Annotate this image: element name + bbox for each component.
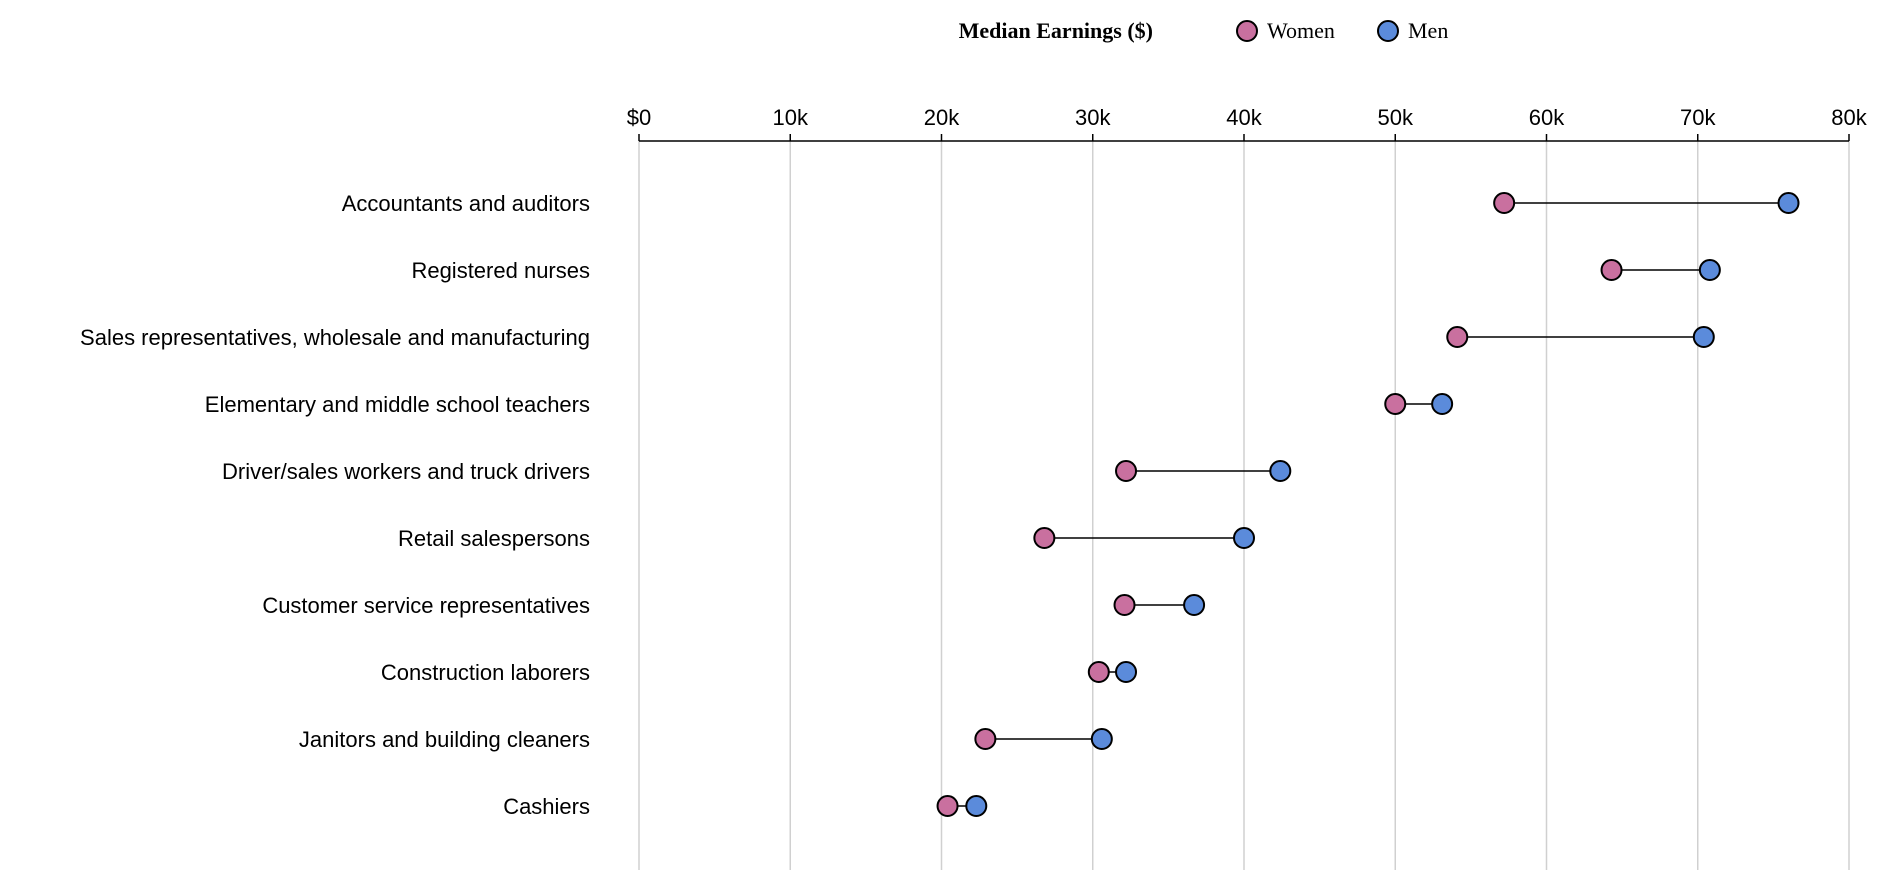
legend-label-men: Men (1408, 18, 1448, 43)
category-label: Driver/sales workers and truck drivers (222, 459, 590, 484)
x-tick-label: 60k (1529, 105, 1565, 130)
men-point (1698, 259, 1721, 281)
men-point (1777, 192, 1800, 214)
men-point (965, 795, 988, 817)
men-point (1269, 460, 1292, 482)
women-point (1033, 527, 1056, 549)
legend-marker-women (1236, 20, 1258, 42)
category-label: Elementary and middle school teachers (205, 392, 590, 417)
women-point (1446, 326, 1469, 348)
legend: Median Earnings ($) Women Men (959, 18, 1449, 43)
men-point (1090, 728, 1113, 750)
category-label: Sales representatives, wholesale and man… (80, 325, 590, 350)
dumbbell-row: Janitors and building cleaners (299, 727, 1113, 752)
x-tick-label: $0 (627, 105, 651, 130)
men-point (1115, 661, 1138, 683)
dumbbell-row: Driver/sales workers and truck drivers (222, 459, 1292, 484)
category-label: Customer service representatives (262, 593, 590, 618)
women-point (936, 795, 959, 817)
x-tick-label: 50k (1378, 105, 1414, 130)
category-label: Retail salespersons (398, 526, 590, 551)
legend-entries: Women Men (1236, 18, 1448, 43)
category-label: Accountants and auditors (342, 191, 590, 216)
dumbbell-row: Retail salespersons (398, 526, 1255, 551)
women-point (1087, 661, 1110, 683)
men-point (1431, 393, 1454, 415)
women-point (974, 728, 997, 750)
x-tick-label: 70k (1680, 105, 1716, 130)
dumbbell-row: Sales representatives, wholesale and man… (80, 325, 1715, 350)
women-point (1113, 594, 1136, 616)
x-tick-label: 40k (1226, 105, 1262, 130)
women-point (1384, 393, 1407, 415)
men-point (1692, 326, 1715, 348)
category-label: Construction laborers (381, 660, 590, 685)
women-point (1493, 192, 1516, 214)
gridlines (638, 141, 1850, 870)
dumbbell-row: Cashiers (503, 794, 988, 819)
women-point (1115, 460, 1138, 482)
dumbbell-row: Accountants and auditors (342, 191, 1800, 216)
men-point (1183, 594, 1206, 616)
legend-marker-men (1377, 20, 1399, 42)
plot-area: Accountants and auditors Registered nurse… (80, 191, 1800, 819)
x-tick-label: 80k (1831, 105, 1867, 130)
dumbbell-row: Customer service representatives (262, 593, 1206, 618)
x-tick-label: 30k (1075, 105, 1111, 130)
women-point (1600, 259, 1623, 281)
x-tick-label: 20k (924, 105, 960, 130)
dumbbell-row: Construction laborers (381, 660, 1138, 685)
dumbbell-row: Registered nurses (411, 258, 1721, 283)
dumbbell-row: Elementary and middle school teachers (205, 392, 1454, 417)
chart-title: Median Earnings ($) (959, 18, 1153, 43)
category-label: Janitors and building cleaners (299, 727, 590, 752)
category-label: Registered nurses (411, 258, 590, 283)
legend-label-women: Women (1267, 18, 1335, 43)
men-point (1233, 527, 1255, 549)
category-label: Cashiers (503, 794, 590, 819)
x-axis: $0 10k 20k 30k 40k 50k 60k 70k 80k (627, 105, 1868, 142)
x-tick-label: 10k (773, 105, 809, 130)
